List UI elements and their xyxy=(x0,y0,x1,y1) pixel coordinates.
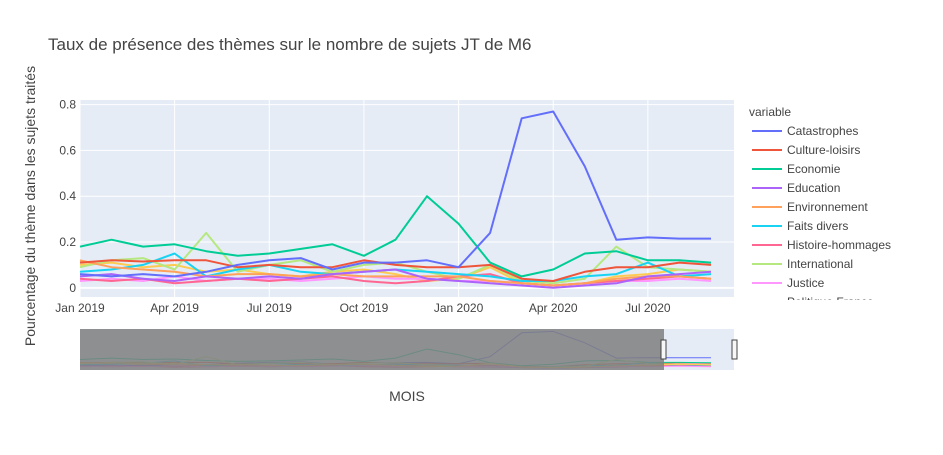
y-axis-ticks: 0 0.2 0.4 0.6 0.8 xyxy=(59,98,76,295)
series-line-politique-france[interactable] xyxy=(80,261,712,287)
series-line-histoire-hommages[interactable] xyxy=(80,273,712,287)
range-slider-selection xyxy=(80,329,664,370)
legend-label: Environnement xyxy=(787,200,868,214)
series-lines xyxy=(80,110,712,289)
legend-label: Faits divers xyxy=(787,219,848,233)
x-axis-label: MOIS xyxy=(389,388,425,404)
x-tick-label: Jan 2019 xyxy=(55,301,105,315)
series-line-education[interactable] xyxy=(80,268,712,289)
series-line-culture-loisirs[interactable] xyxy=(80,259,712,282)
y-gridlines xyxy=(80,104,734,289)
x-tick-label: Jul 2019 xyxy=(247,301,293,315)
x-tick-label: Jul 2020 xyxy=(625,301,671,315)
legend-item-culture-loisirs[interactable]: Culture-loisirs xyxy=(752,143,860,157)
legend-label: Justice xyxy=(787,276,825,290)
x-tick-label: Apr 2020 xyxy=(529,301,578,315)
legend-label: Histoire-hommages xyxy=(787,238,891,252)
y-axis-label: Pourcentage du thème dans les sujets tra… xyxy=(22,66,38,346)
legend-item-environnement[interactable]: Environnement xyxy=(752,200,868,214)
range-slider-handle-left[interactable] xyxy=(660,339,667,360)
y-tick-label: 0.8 xyxy=(59,98,76,112)
legend-title: variable xyxy=(749,105,791,119)
legend-item-politique-france[interactable]: Politique France xyxy=(752,295,874,309)
legend-item-education[interactable]: Education xyxy=(752,181,840,195)
legend-item-justice[interactable]: Justice xyxy=(752,276,825,290)
chart-title: Taux de présence des thèmes sur le nombr… xyxy=(48,35,532,54)
legend-label: Politique France xyxy=(787,295,874,309)
series-line-catastrophes[interactable] xyxy=(80,110,711,278)
legend-label: International xyxy=(787,257,853,271)
legend-item-catastrophes[interactable]: Catastrophes xyxy=(752,124,858,138)
range-slider[interactable] xyxy=(80,329,738,370)
legend-label: Education xyxy=(787,181,840,195)
legend-item-international[interactable]: International xyxy=(752,257,853,271)
range-slider-handle-right[interactable] xyxy=(731,339,738,360)
legend-label: Catastrophes xyxy=(787,124,858,138)
x-axis-ticks: Jan 2019 Apr 2019 Jul 2019 Oct 2019 Jan 2020… xyxy=(55,301,671,315)
legend[interactable]: Catastrophes Culture-loisirs Economie Educa… xyxy=(752,124,891,309)
legend-label: Economie xyxy=(787,162,841,176)
legend-label: Culture-loisirs xyxy=(787,143,860,157)
legend-item-economie[interactable]: Economie xyxy=(752,162,841,176)
y-tick-label: 0 xyxy=(69,281,76,295)
legend-item-faits-divers[interactable]: Faits divers xyxy=(752,219,848,233)
legend-item-histoire-hommages[interactable]: Histoire-hommages xyxy=(752,238,891,252)
y-tick-label: 0.4 xyxy=(59,189,76,203)
x-tick-label: Apr 2019 xyxy=(150,301,199,315)
series-line-environnement[interactable] xyxy=(80,259,712,287)
y-tick-label: 0.2 xyxy=(59,235,76,249)
x-tick-label: Oct 2019 xyxy=(340,301,389,315)
x-gridlines xyxy=(79,100,649,297)
series-line-economie[interactable] xyxy=(80,195,712,278)
y-tick-label: 0.6 xyxy=(59,143,76,157)
x-tick-label: Jan 2020 xyxy=(434,301,484,315)
